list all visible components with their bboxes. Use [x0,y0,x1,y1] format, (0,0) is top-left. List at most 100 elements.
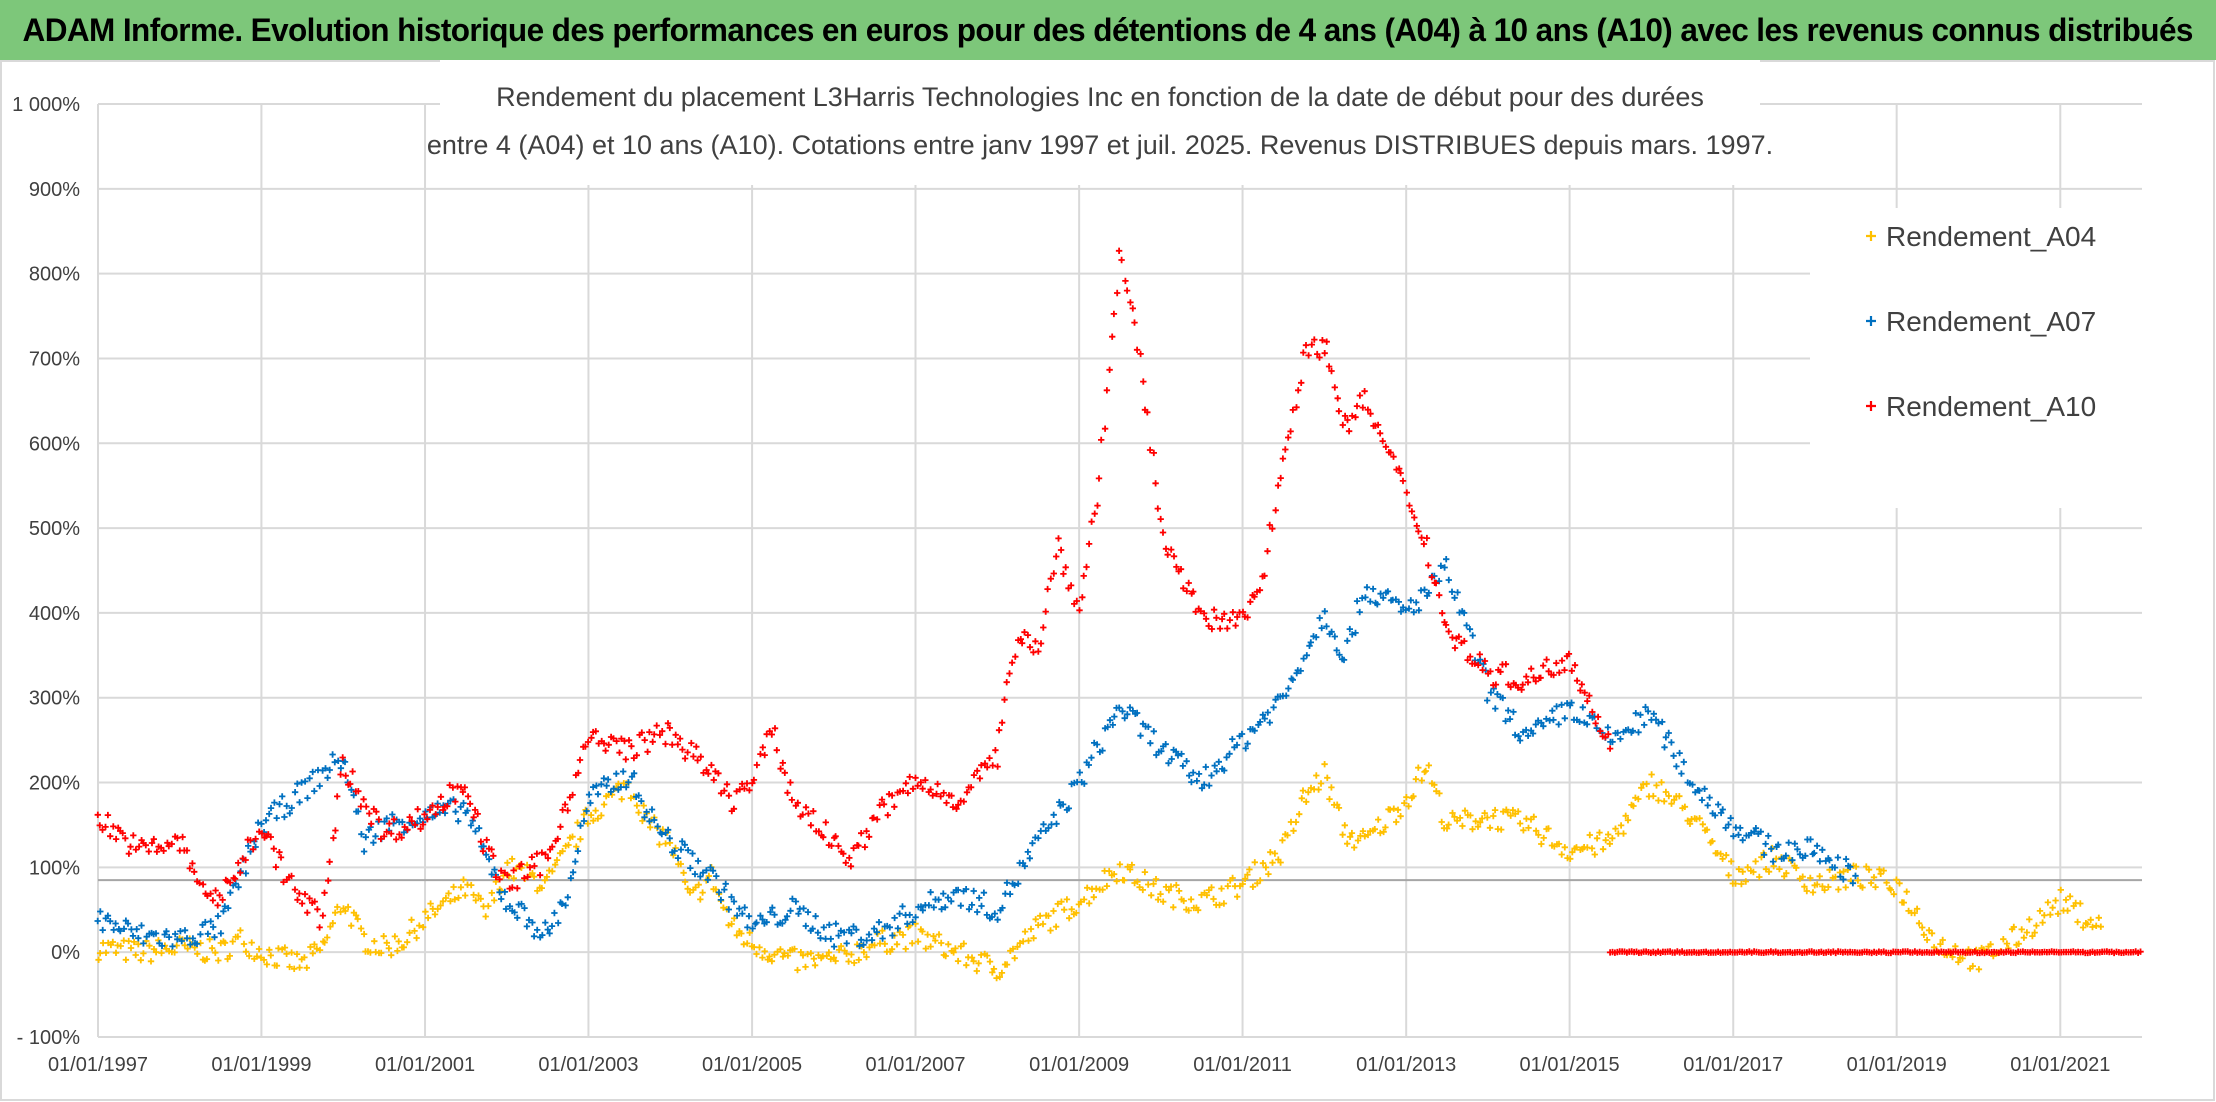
y-tick-label: 1 000% [12,94,80,116]
data-point [464,793,472,800]
data-point [1238,730,1246,738]
data-point [1586,692,1593,699]
data-point [319,912,327,919]
data-point [1113,878,1120,885]
data-point [746,929,753,936]
data-point [482,851,490,858]
data-point [2064,907,2071,914]
data-point [314,906,321,913]
data-point [107,918,114,925]
data-point [360,848,368,855]
data-point [1030,935,1037,942]
data-point [1928,930,1936,937]
data-point [1339,421,1346,429]
data-point [598,781,605,788]
data-point [783,913,791,920]
data-point [583,807,590,815]
data-point [880,801,888,808]
data-point [635,809,642,816]
data-point [784,952,792,959]
data-point [978,902,985,910]
data-point [360,796,367,803]
data-point [536,872,544,879]
data-point [220,908,227,915]
data-point [1802,852,1809,859]
data-point [879,927,886,934]
data-point [1525,824,1532,832]
data-point [491,866,498,873]
data-point [1602,837,1609,844]
data-point [1050,907,1057,915]
data-point [1083,563,1090,571]
data-point [1305,352,1312,359]
data-point [651,816,658,824]
data-point [741,785,748,792]
data-point [1411,514,1418,521]
data-point [539,931,546,939]
data-point [1194,907,1202,914]
data-point [117,927,124,935]
data-point [1144,409,1151,416]
data-point [99,926,106,934]
data-point [272,863,280,871]
data-point [802,804,810,811]
data-point [1641,721,1648,729]
data-point [245,842,252,850]
data-point [978,762,985,769]
data-point [1359,827,1367,835]
data-point [942,904,949,911]
data-point [628,773,636,780]
data-point [477,838,485,845]
data-point [1420,540,1428,548]
data-point [1058,898,1065,905]
data-point [1233,741,1241,749]
data-point [398,834,405,841]
data-point [153,848,161,855]
data-point [1009,945,1017,953]
data-point [1959,955,1966,962]
data-point [1418,777,1425,784]
data-point [855,956,862,964]
data-point [628,743,635,750]
data-point [1127,299,1134,306]
data-point [697,873,704,880]
data-point [1079,594,1086,601]
data-point [1121,877,1128,884]
data-point [569,833,576,840]
data-point [1670,752,1677,759]
data-point [594,791,602,798]
data-point [1413,522,1420,530]
data-point [1351,844,1358,851]
data-point [610,785,617,792]
data-point [1558,851,1565,858]
data-point [1709,838,1716,845]
data-point [247,837,254,844]
data-point [1911,909,1918,917]
data-point [680,869,687,876]
data-point [998,719,1006,726]
data-point [749,925,756,932]
data-point [301,891,309,898]
data-point [1126,866,1134,873]
data-point [1840,876,1847,883]
data-point [904,920,911,927]
data-point [878,796,886,803]
data-point [814,929,822,936]
data-point [703,867,710,874]
data-point [1059,801,1067,808]
data-point [580,811,588,818]
data-point [1717,850,1724,857]
data-point [530,873,538,880]
data-point [1234,893,1241,900]
data-point [942,952,949,960]
data-point [1296,811,1303,818]
data-point [396,831,403,838]
data-point [1361,388,1368,395]
data-point [1148,892,1155,899]
data-point [526,864,534,871]
data-point [927,889,934,896]
data-point [1300,349,1307,356]
data-point [1140,378,1147,385]
data-point [1456,814,1464,822]
data-point [240,940,248,948]
